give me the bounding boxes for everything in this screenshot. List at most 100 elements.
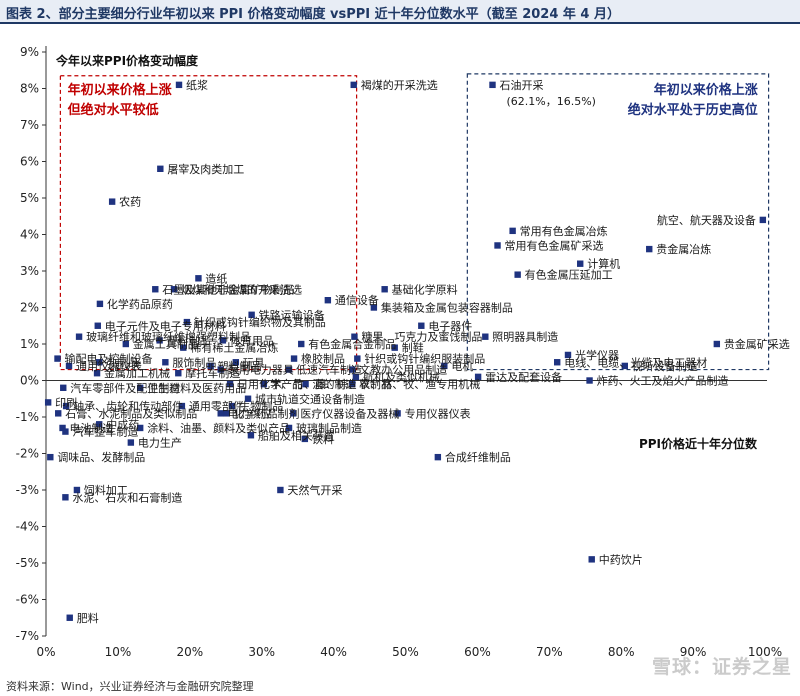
- data-point: [175, 370, 182, 377]
- data-point: [418, 322, 425, 329]
- data-point: [349, 380, 356, 388]
- data-point: [226, 380, 234, 388]
- data-point: [351, 333, 358, 340]
- data-point: [62, 402, 70, 410]
- point-label: 服饰制品: [172, 355, 216, 369]
- point-label: 文教办公用品制造: [359, 363, 447, 377]
- point-label: 纸浆: [186, 78, 208, 92]
- data-point: [217, 410, 224, 417]
- data-point: [713, 340, 721, 348]
- data-point: [441, 362, 448, 370]
- y-tick-label: 4%: [20, 228, 39, 242]
- point-label: 饲料加工: [84, 483, 128, 497]
- data-point: [394, 410, 401, 417]
- point-label: 汽车零部件及配件制造: [70, 381, 180, 395]
- y-tick-label: -4%: [16, 520, 39, 534]
- point-label: 造纸: [205, 271, 227, 285]
- data-point: [381, 286, 388, 293]
- data-point: [229, 402, 236, 410]
- data-point: [127, 439, 135, 446]
- point-label: 城市轨道交通设备制造: [255, 392, 365, 406]
- data-point: [207, 362, 214, 370]
- point-label: 电力供应: [228, 406, 272, 420]
- x-tick-label: 70%: [536, 645, 563, 659]
- data-point: [554, 359, 561, 366]
- point-label: 电子器件: [428, 320, 472, 333]
- data-point: [277, 486, 284, 494]
- x-tick-label: 90%: [680, 645, 707, 659]
- point-label: 日用化学产品: [237, 377, 303, 391]
- data-point: [260, 380, 268, 388]
- data-point: [391, 344, 398, 351]
- point-label: 电子元件及电子专用材料: [105, 319, 226, 333]
- oil-coordinate-label: (62.1%，16.5%): [506, 95, 595, 108]
- data-point: [96, 300, 104, 308]
- point-label: 玩具: [243, 356, 265, 369]
- x-tick-label: 100%: [748, 645, 782, 659]
- y-tick-label: -3%: [16, 483, 39, 497]
- point-label: 天然气开采: [287, 483, 342, 497]
- point-label: 集装箱及金属包装容器制品: [381, 301, 513, 315]
- point-label: 调味品、发酵制品: [57, 450, 145, 464]
- data-point: [290, 355, 298, 362]
- point-label: 金属加工机械: [104, 366, 170, 380]
- data-point: [60, 384, 67, 391]
- data-point: [349, 366, 356, 373]
- figure-title: 图表 2、部分主要细分行业年初以来 PPI 价格变动幅度 vsPPI 近十年分位…: [6, 7, 621, 22]
- point-label: 通用零部件: [189, 399, 244, 413]
- x-axis-title: PPI价格近十年分位数: [639, 436, 758, 451]
- point-label: 铁路运输设备: [259, 308, 325, 322]
- data-point: [93, 370, 101, 377]
- point-label: 通用仪器仪表: [76, 359, 142, 373]
- y-tick-label: -2%: [16, 447, 39, 461]
- point-label: 针织或钩针编织物及其制品: [194, 315, 326, 329]
- red-box-note: 但绝对水平较低: [67, 102, 159, 118]
- data-point: [217, 366, 224, 373]
- point-label: 专用仪器仪表: [405, 406, 471, 420]
- point-label: 印刷: [55, 396, 77, 409]
- y-tick-label: 9%: [20, 45, 39, 59]
- data-point: [162, 359, 169, 366]
- data-point: [219, 337, 227, 344]
- point-label: 炸药、火工及焰火产品制造: [597, 374, 729, 388]
- x-tick-label: 50%: [392, 645, 419, 659]
- point-label: 有色金属压延加工: [525, 268, 613, 282]
- axis-layer: 9% 8% 7% 6% 5% 4% 3% 2% 1% 0% -1% -2% -3% -4% -5% -6% -7…: [16, 45, 783, 659]
- point-label: 化学药品原药: [107, 297, 173, 311]
- point-label: 电池制造: [70, 421, 114, 435]
- y-tick-label: -1%: [16, 410, 39, 424]
- data-point: [96, 421, 103, 428]
- point-label: 输配电及控制设备: [65, 352, 153, 366]
- data-point: [370, 304, 378, 311]
- point-label: 石油开采: [499, 78, 543, 92]
- data-point: [285, 424, 293, 432]
- y-tick-label: 6%: [20, 155, 39, 169]
- data-point: [136, 384, 144, 391]
- data-point: [577, 260, 584, 267]
- data-point: [156, 337, 163, 344]
- y-tick-label: -6%: [16, 593, 39, 607]
- point-label: 常用有色金属矿采选: [505, 238, 604, 252]
- data-point: [324, 297, 332, 304]
- x-tick-label: 30%: [248, 645, 275, 659]
- data-point: [509, 227, 516, 235]
- red-dashed-box: [59, 75, 358, 371]
- data-point: [157, 165, 164, 172]
- point-label: 轴承、齿轮和传动部件: [73, 399, 183, 413]
- point-label: 雷达及配套设备: [485, 370, 562, 384]
- data-point: [73, 486, 81, 494]
- point-label: 针织或钩针编织服装制品: [364, 352, 485, 366]
- data-point: [180, 344, 187, 351]
- data-point: [75, 333, 83, 340]
- y-tick-label: 5%: [20, 191, 39, 205]
- point-label: 中药饮片: [599, 553, 643, 566]
- point-label: 摩托车制造: [185, 366, 240, 380]
- blue-box-note: 绝对水平处于历史高位: [628, 102, 758, 118]
- label-layer: 石油开采 纸浆 褐煤的开采洗选屠宰及肉类加工农药航空、航天器及设备常用有色金属冶炼常…: [55, 78, 790, 625]
- data-point: [152, 286, 159, 293]
- data-point: [474, 373, 482, 381]
- x-tick-label: 40%: [320, 645, 347, 659]
- x-tick-label: 20%: [176, 645, 203, 659]
- point-label: 卫生材料及医药用品: [147, 381, 246, 395]
